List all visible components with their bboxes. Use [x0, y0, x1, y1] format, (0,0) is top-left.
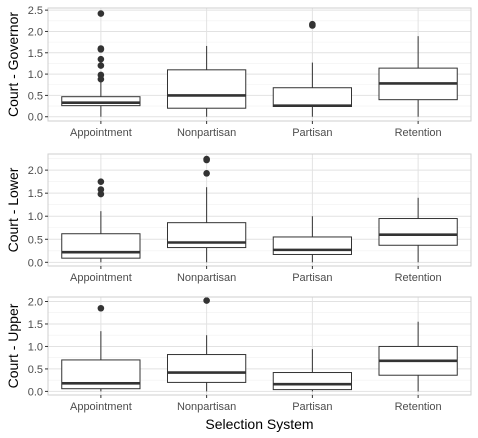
box-nonpartisan — [166, 155, 247, 263]
outlier-point — [97, 178, 105, 185]
x-tick-label: Retention — [395, 401, 442, 413]
x-tick-label: Retention — [395, 272, 442, 284]
y-axis-label: Court - Lower — [5, 167, 21, 252]
y-tick-label: 0.0 — [28, 112, 43, 124]
x-axis-label: Selection System — [205, 416, 313, 432]
x-tick-label: Appointment — [70, 401, 132, 413]
y-axis-label: Court - Upper — [5, 303, 21, 388]
outlier-point — [203, 155, 210, 163]
outlier-point — [97, 45, 105, 52]
y-tick-label: 0.5 — [28, 364, 43, 376]
panel-border — [47, 7, 472, 122]
panel-2: 0.0 0.5 1.0 1.5 2.0 Appointment Nonpartisan Par… — [5, 153, 472, 284]
box-partisan — [272, 20, 353, 117]
outlier-point — [309, 20, 316, 28]
outlier-point — [97, 10, 105, 17]
y-axis-label: Court - Governor — [5, 12, 21, 117]
outlier-point — [97, 186, 105, 193]
outlier-point — [97, 71, 105, 79]
x-tick-label: Partisan — [292, 401, 332, 413]
box-body — [61, 233, 141, 259]
box-nonpartisan — [166, 45, 247, 117]
y-tick-label: 2.0 — [28, 296, 43, 308]
y-tick-label: 1.5 — [28, 319, 43, 331]
y-tick-label: 1.0 — [28, 69, 43, 81]
box-partisan — [272, 216, 353, 263]
box-body — [272, 236, 353, 255]
box-appointment — [61, 10, 141, 117]
panel-3: 0.0 0.5 1.0 1.5 2.0 Appointment Nonpartisan Par… — [5, 296, 472, 413]
y-tick-label: 0.5 — [28, 234, 43, 246]
x-tick-label: Nonpartisan — [177, 272, 236, 284]
panel-border — [47, 153, 472, 267]
box-body — [272, 87, 353, 108]
y-tick-label: 1.5 — [28, 188, 43, 200]
box-body — [166, 69, 247, 109]
box-body — [61, 96, 141, 107]
box-body — [378, 218, 458, 246]
outlier-point — [97, 55, 105, 63]
x-tick-label: Nonpartisan — [177, 401, 236, 413]
x-tick-label: Partisan — [292, 127, 332, 139]
outlier-point — [97, 190, 105, 198]
outlier-point — [203, 170, 210, 177]
box-partisan — [272, 349, 353, 392]
y-tick-label: 1.0 — [28, 341, 43, 353]
box-body — [166, 222, 247, 249]
panel-1: 0.0 0.5 1.0 1.5 2.0 2.5 Appointment Nonpartisan… — [5, 5, 472, 139]
box-body — [166, 354, 247, 383]
y-tick-label: 0.0 — [28, 386, 43, 398]
y-tick-label: 1.5 — [28, 48, 43, 60]
box-retention — [378, 36, 458, 117]
box-nonpartisan — [166, 297, 247, 392]
x-tick-label: Appointment — [70, 272, 132, 284]
box-appointment — [61, 304, 141, 392]
y-tick-label: 2.0 — [28, 26, 43, 38]
y-tick-label: 2.5 — [28, 5, 43, 17]
box-retention — [378, 321, 458, 392]
box-body — [272, 372, 353, 391]
y-tick-label: 0.5 — [28, 90, 43, 102]
box-appointment — [61, 178, 141, 263]
outlier-point — [203, 297, 210, 304]
outlier-point — [97, 304, 105, 312]
outlier-point — [97, 62, 105, 69]
x-tick-label: Nonpartisan — [177, 127, 236, 139]
y-tick-label: 0.0 — [28, 257, 43, 269]
y-tick-label: 1.0 — [28, 211, 43, 223]
x-tick-label: Partisan — [292, 272, 332, 284]
y-tick-label: 2.0 — [28, 165, 43, 177]
box-retention — [378, 197, 458, 263]
x-tick-label: Appointment — [70, 127, 132, 139]
x-tick-label: Retention — [395, 127, 442, 139]
